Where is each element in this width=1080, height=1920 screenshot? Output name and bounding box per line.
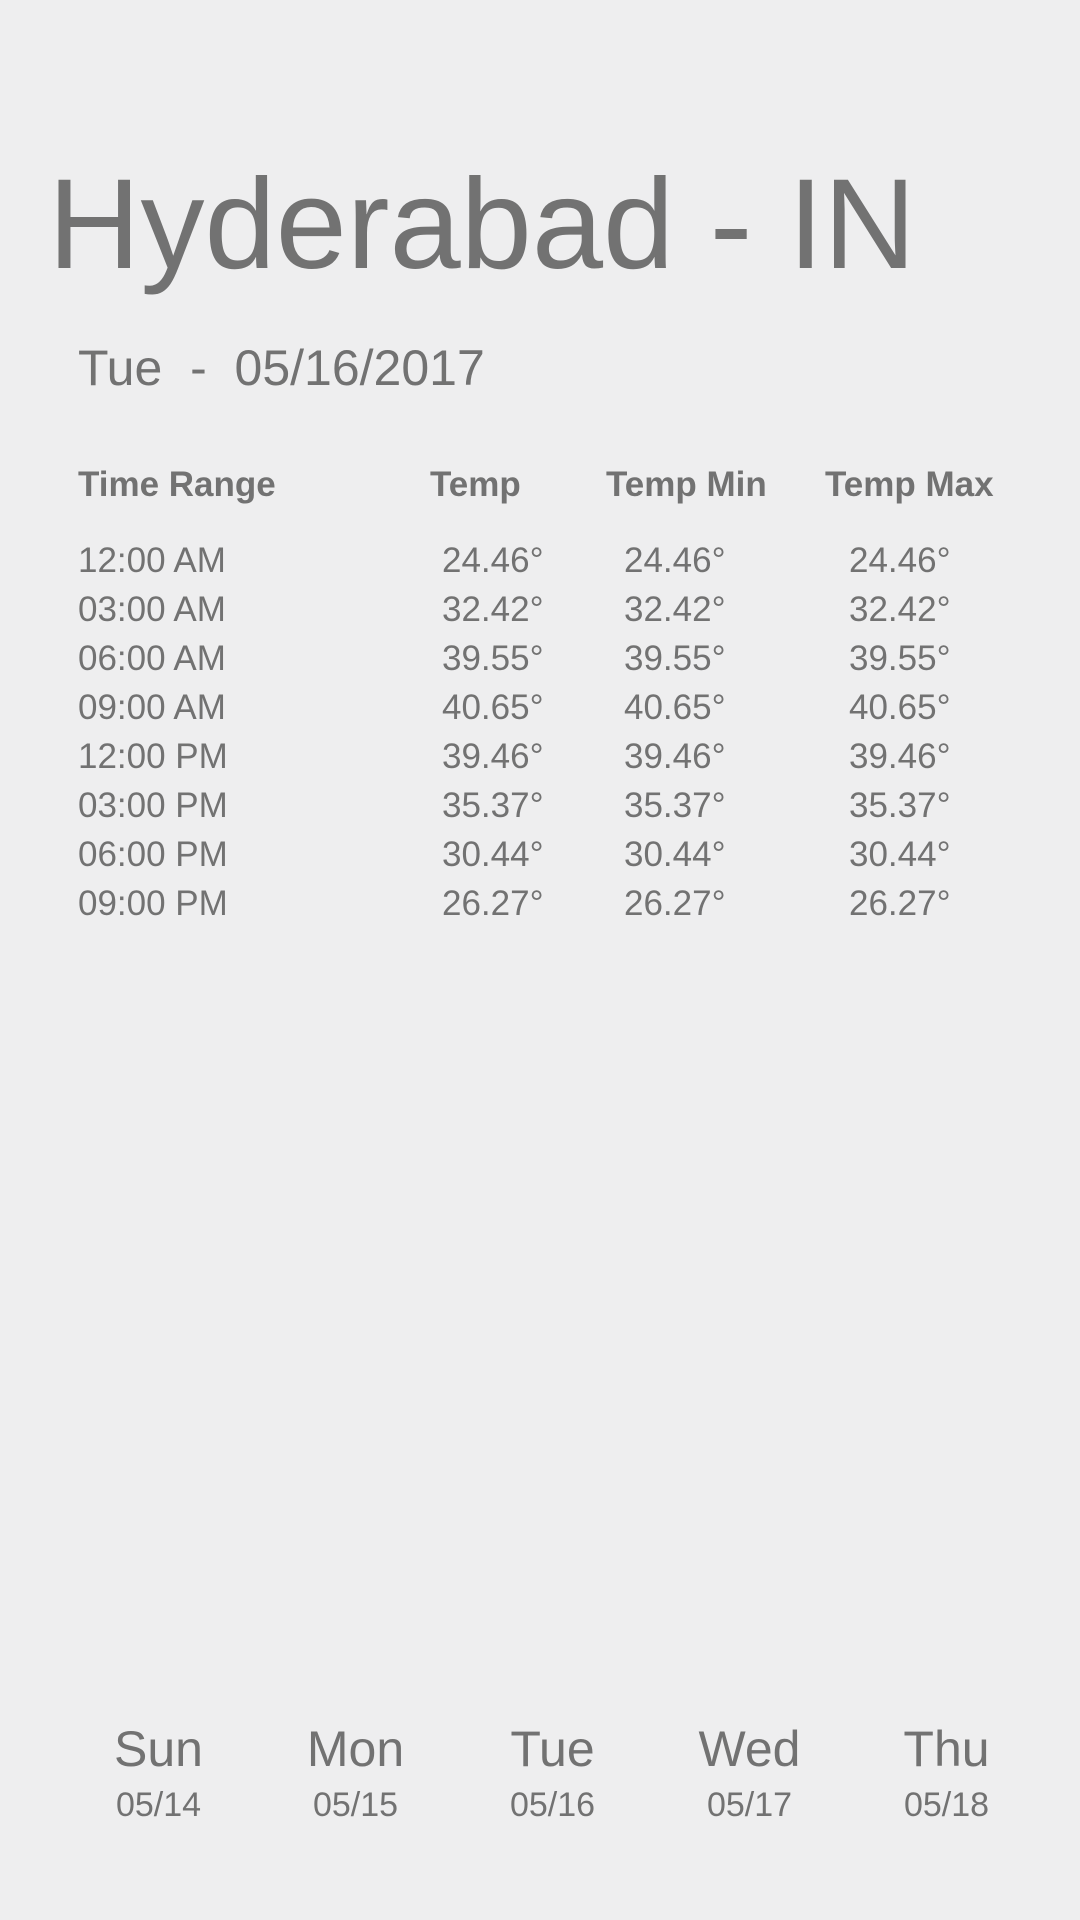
temp-max-cell: 24.46° (849, 541, 951, 580)
temp-cell: 39.55° (442, 639, 544, 678)
temp-max-cell: 39.55° (849, 639, 951, 678)
date-line: Tue - 05/16/2017 (78, 340, 485, 396)
time-cell: 09:00 PM (78, 884, 228, 923)
day-date: 05/18 (903, 1786, 990, 1824)
table-row: 03:00 AM 32.42° 32.42° 32.42° (78, 585, 1018, 634)
day-name: Mon (306, 1721, 405, 1777)
column-header-temp-max: Temp Max (825, 465, 994, 504)
day-name: Wed (698, 1721, 801, 1777)
temp-cell: 40.65° (442, 688, 544, 727)
temp-min-cell: 24.46° (624, 541, 726, 580)
temp-max-cell: 39.46° (849, 737, 951, 776)
time-cell: 03:00 PM (78, 786, 228, 825)
temp-cell: 35.37° (442, 786, 544, 825)
column-header-time-range: Time Range (78, 465, 276, 504)
time-cell: 12:00 AM (78, 541, 226, 580)
day-date: 05/14 (115, 1786, 202, 1824)
temp-min-cell: 26.27° (624, 884, 726, 923)
temp-min-cell: 30.44° (624, 835, 726, 874)
temp-max-cell: 40.65° (849, 688, 951, 727)
day-tab-wed[interactable]: Wed 05/17 (651, 1715, 848, 1827)
temp-min-cell: 35.37° (624, 786, 726, 825)
time-cell: 12:00 PM (78, 737, 228, 776)
temp-max-cell: 32.42° (849, 590, 951, 629)
day-name: Sun (114, 1721, 203, 1777)
day-name: Thu (903, 1721, 990, 1777)
time-cell: 03:00 AM (78, 590, 226, 629)
temp-min-cell: 32.42° (624, 590, 726, 629)
temp-min-cell: 40.65° (624, 688, 726, 727)
day-tab-mon[interactable]: Mon 05/15 (257, 1715, 454, 1827)
day-tab-sun[interactable]: Sun 05/14 (60, 1715, 257, 1827)
table-row: 06:00 PM 30.44° 30.44° 30.44° (78, 830, 1018, 879)
day-tab-thu[interactable]: Thu 05/18 (848, 1715, 1045, 1827)
temp-cell: 30.44° (442, 835, 544, 874)
temp-cell: 24.46° (442, 541, 544, 580)
day-date: 05/17 (706, 1786, 793, 1824)
time-cell: 09:00 AM (78, 688, 226, 727)
temp-min-cell: 39.55° (624, 639, 726, 678)
column-header-temp: Temp (430, 465, 521, 504)
day-date: 05/16 (509, 1786, 596, 1824)
temp-cell: 39.46° (442, 737, 544, 776)
temp-max-cell: 35.37° (849, 786, 951, 825)
column-header-temp-min: Temp Min (606, 465, 767, 504)
table-row: 03:00 PM 35.37° 35.37° 35.37° (78, 781, 1018, 830)
table-row: 12:00 PM 39.46° 39.46° 39.46° (78, 732, 1018, 781)
table-body: 12:00 AM 24.46° 24.46° 24.46° 03:00 AM 3… (78, 536, 1018, 928)
day-selector: Sun 05/14 Mon 05/15 Tue 05/16 Wed 05/17 … (60, 1715, 1045, 1827)
temp-cell: 32.42° (442, 590, 544, 629)
day-tab-tue[interactable]: Tue 05/16 (454, 1715, 651, 1827)
temp-cell: 26.27° (442, 884, 544, 923)
city-title: Hyderabad - IN (48, 153, 916, 296)
temp-max-cell: 26.27° (849, 884, 951, 923)
time-cell: 06:00 AM (78, 639, 226, 678)
temp-min-cell: 39.46° (624, 737, 726, 776)
table-row: 06:00 AM 39.55° 39.55° 39.55° (78, 634, 1018, 683)
table-row: 09:00 AM 40.65° 40.65° 40.65° (78, 683, 1018, 732)
day-date: 05/15 (312, 1786, 399, 1824)
temp-max-cell: 30.44° (849, 835, 951, 874)
table-row: 09:00 PM 26.27° 26.27° 26.27° (78, 879, 1018, 928)
day-name: Tue (510, 1721, 595, 1777)
time-cell: 06:00 PM (78, 835, 228, 874)
table-row: 12:00 AM 24.46° 24.46° 24.46° (78, 536, 1018, 585)
